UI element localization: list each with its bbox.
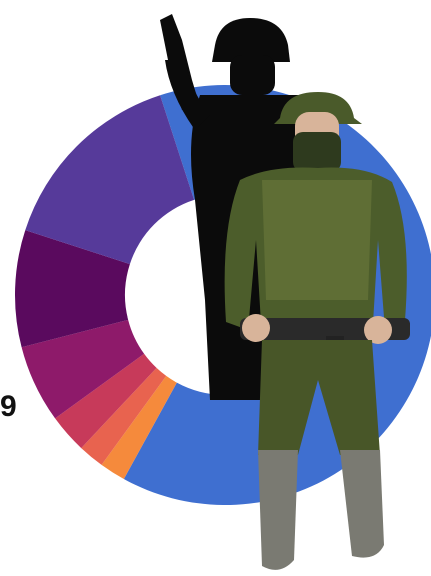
chart: 9 <box>0 0 431 576</box>
annotation: 9 <box>0 390 17 423</box>
page: 9 (() => { const data = JSON.parse(docum… <box>0 0 431 576</box>
